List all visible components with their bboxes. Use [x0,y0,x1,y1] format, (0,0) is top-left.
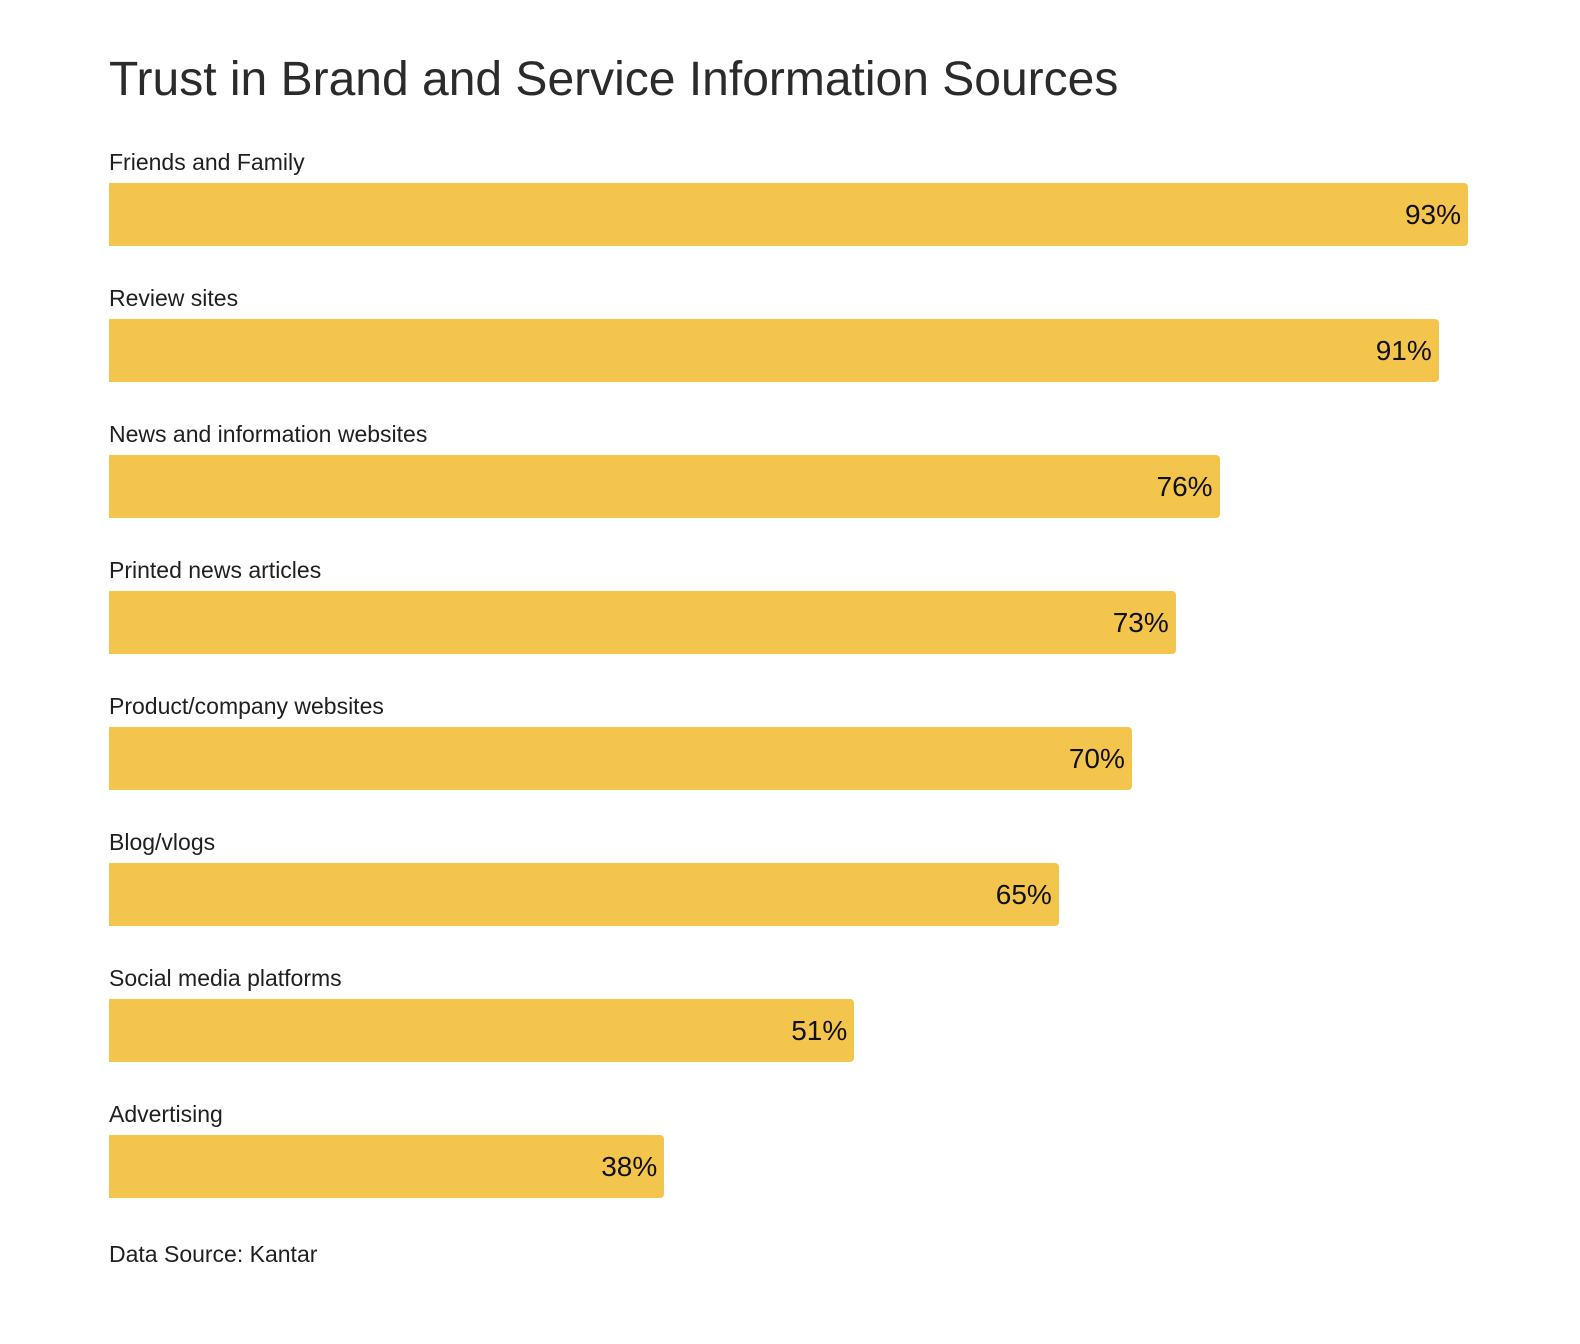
category-label: Social media platforms [109,965,342,991]
bar-value-label: 76% [1156,471,1213,502]
bar: 93% [109,183,1468,246]
category-label: Blog/vlogs [109,829,216,855]
bar-value-label: 91% [1375,335,1432,366]
bar-value-label: 70% [1068,743,1125,774]
category-label: Printed news articles [109,557,322,583]
bar-value-label: 51% [791,1015,848,1046]
bar-value-label: 38% [601,1151,658,1182]
bar-value-label: 73% [1112,607,1169,638]
category-label: Product/company websites [109,693,384,719]
bar: 73% [109,591,1176,654]
bar: 91% [109,319,1439,382]
data-source-note: Data Source: Kantar [109,1241,318,1267]
chart-title: Trust in Brand and Service Information S… [109,53,1119,106]
category-label: Advertising [109,1101,223,1127]
bar: 76% [109,455,1220,518]
bar: 51% [109,999,855,1062]
bar-value-label: 93% [1404,199,1461,230]
category-label: News and information websites [109,421,428,447]
category-label: Review sites [109,285,239,311]
bar: 70% [109,727,1132,790]
bar: 65% [109,863,1059,926]
bar-value-label: 65% [995,879,1052,910]
category-label: Friends and Family [109,149,305,175]
bar: 38% [109,1135,665,1198]
